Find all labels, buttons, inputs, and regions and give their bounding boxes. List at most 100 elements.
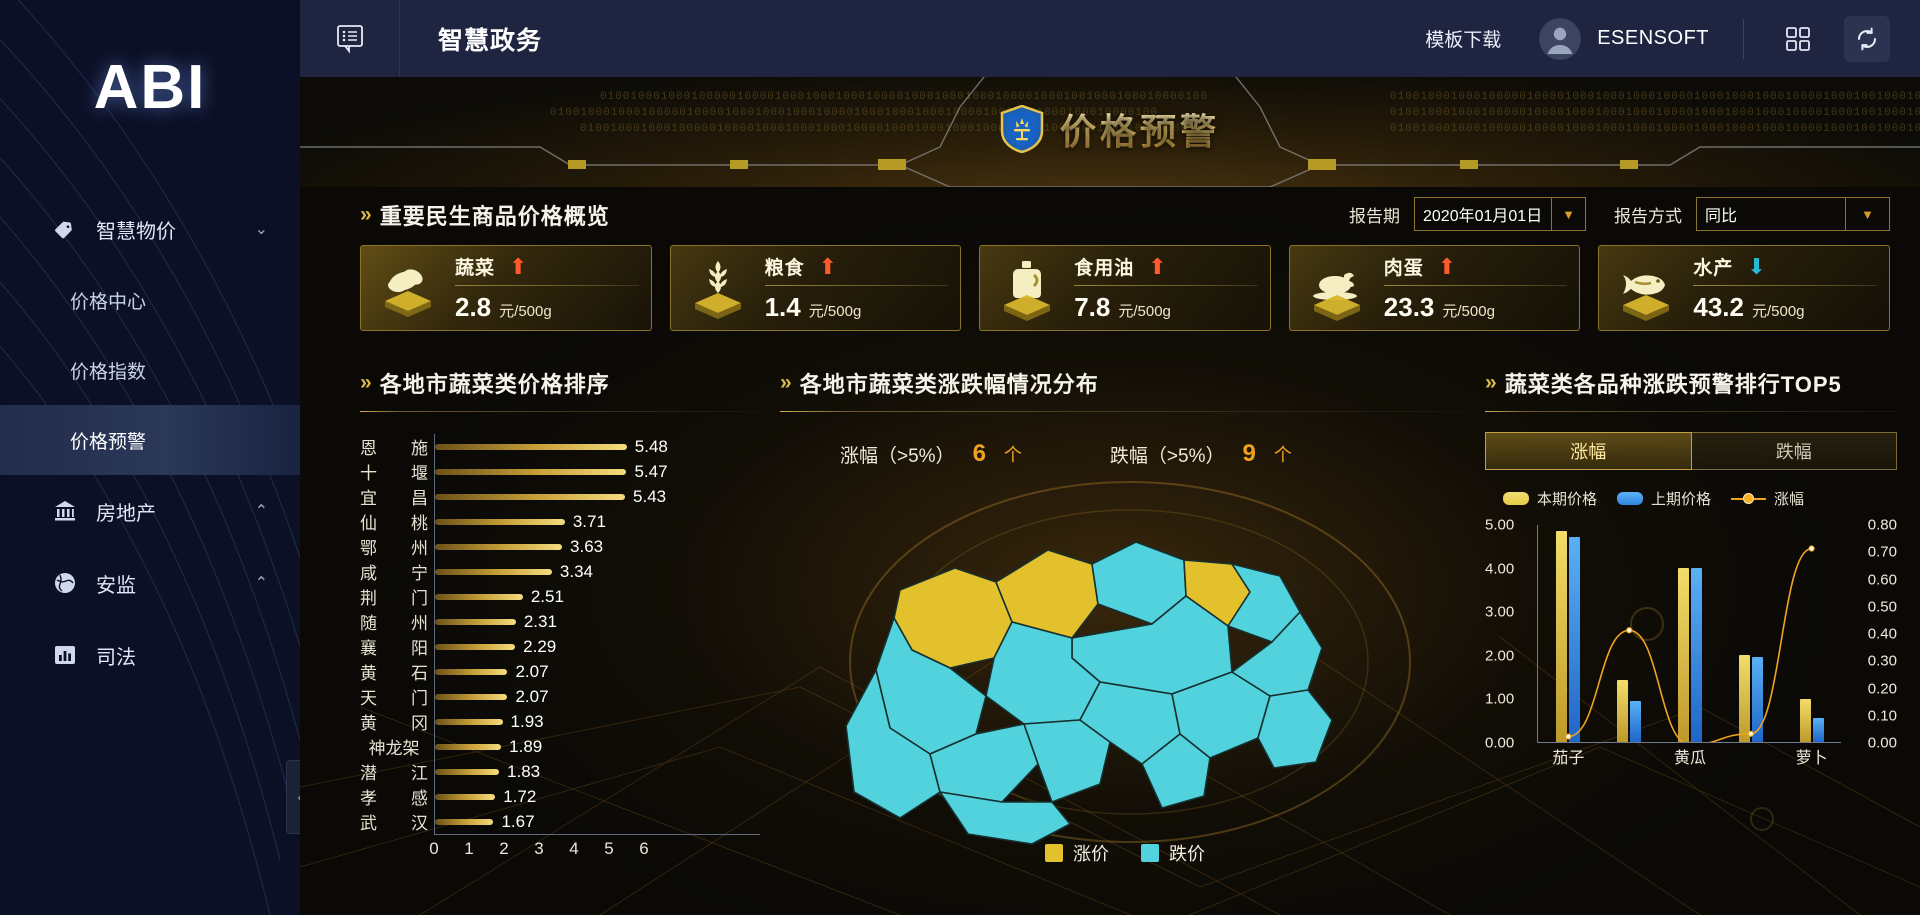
template-download-link[interactable]: 模板下载 — [1425, 30, 1502, 51]
legend-item-fall: 跌价 — [1141, 840, 1205, 866]
hbar-track: 3.63 — [434, 534, 760, 559]
hubei-choropleth-map[interactable] — [780, 472, 1470, 872]
sidebar-collapse-button[interactable]: ‹ — [286, 760, 300, 834]
banner-line-decor — [300, 77, 1920, 187]
hbar-row: 荆门 2.51 — [360, 584, 760, 609]
sidebar-item-price-alert[interactable]: 价格预警 — [0, 405, 300, 475]
grain-icon — [679, 251, 757, 325]
kpi-name: 食用油 — [1074, 258, 1135, 279]
bar-group — [1738, 654, 1763, 742]
hbar-bar[interactable] — [435, 693, 508, 700]
chevron-up-icon[interactable]: ⌃ — [254, 575, 268, 592]
chevron-left-icon: ‹ — [298, 789, 301, 806]
hbar-bar[interactable] — [435, 768, 500, 775]
hbar-category-label: 随州 — [360, 614, 428, 633]
hbar-track: 1.67 — [434, 809, 760, 834]
y-axis-right-tick: 0.50 — [1867, 598, 1897, 616]
kpi-card-vegetable[interactable]: 蔬菜 ⬆ 2.8 元/500g — [360, 245, 652, 331]
hbar-bar[interactable] — [435, 793, 496, 800]
hbar-bar[interactable] — [435, 718, 503, 725]
fall-count: 9 — [1242, 440, 1256, 467]
hbar-category-label: 恩施 — [360, 439, 428, 458]
chevron-down-icon[interactable]: ⌄ — [254, 221, 268, 238]
hbar-row: 仙桃 3.71 — [360, 509, 760, 534]
hbar-value-label: 1.83 — [507, 761, 541, 781]
banner-binary-right2: 0100100010001000001000010001000100010000… — [1390, 107, 1920, 119]
hbar-bar[interactable] — [435, 568, 552, 575]
report-period-value[interactable]: 2020年01月01日 — [1423, 208, 1543, 225]
y-axis-right-tick: 0.80 — [1867, 516, 1897, 534]
growth-line-series — [1565, 545, 1815, 742]
combo-bar-line-chart: 茄子 黄瓜 萝卜 0.00 1.00 2.00 3.00 4.00 5.00 0.00 0.10 0… — [1485, 516, 1897, 769]
hbar-bar[interactable] — [435, 668, 508, 675]
grid-apps-icon[interactable] — [1778, 19, 1818, 59]
bar-current-price[interactable] — [1799, 699, 1811, 742]
bar-group — [1617, 680, 1642, 742]
sidebar-item-price-index[interactable]: 价格指数 — [0, 335, 300, 405]
bar-current-price[interactable] — [1617, 680, 1629, 742]
trend-down-icon: ⬇ — [1747, 253, 1766, 279]
sidebar-group-real-estate[interactable]: 房地产 ⌃ — [0, 475, 300, 547]
legend-swatch-rise — [1045, 844, 1063, 862]
hbar-row: 武汉 1.67 — [360, 809, 760, 834]
legend-label-growth: 涨幅 — [1774, 491, 1805, 508]
bar-previous-price[interactable] — [1691, 567, 1702, 742]
report-period-select[interactable]: 2020年01月01日 ▼ — [1414, 197, 1586, 231]
kpi-card-meat-egg[interactable]: 肉蛋 ⬆ 23.3 元/500g — [1288, 245, 1581, 331]
bar-previous-price[interactable] — [1751, 656, 1763, 742]
kpi-unit: 元/500g — [1442, 303, 1495, 320]
bar-previous-price[interactable] — [1812, 718, 1824, 742]
menu-list-icon[interactable] — [300, 0, 400, 77]
hbar-category-label: 宜昌 — [360, 489, 428, 508]
tab-fall[interactable]: 跌幅 — [1691, 432, 1897, 470]
sidebar-group-safety-supervision[interactable]: 安监 ⌃ — [0, 547, 300, 619]
report-mode-value[interactable]: 同比 — [1705, 208, 1738, 225]
panel-top5-ranking: » 蔬菜类各品种涨跌预警排行TOP5 涨幅 跌幅 本期价格 上期价格 — [1485, 367, 1897, 887]
hbar-value-label: 2.07 — [515, 686, 549, 706]
kpi-card-cooking-oil[interactable]: 食用油 ⬆ 7.8 元/500g — [979, 245, 1271, 331]
report-mode-select[interactable]: 同比 ▼ — [1696, 197, 1890, 231]
hbar-x-axis: 0 1 2 3 4 5 6 — [429, 834, 760, 860]
bar-current-price[interactable] — [1556, 530, 1568, 742]
sidebar-group-label: 安监 — [96, 574, 136, 597]
chevron-down-icon[interactable]: ▼ — [1845, 198, 1889, 230]
kpi-value: 43.2 — [1693, 292, 1744, 322]
section-chevron-icon: » — [1485, 371, 1497, 394]
legend-swatch-fall — [1141, 844, 1159, 862]
bar-previous-price[interactable] — [1630, 700, 1642, 742]
hbar-bar[interactable] — [435, 593, 523, 600]
sidebar-group-judicial[interactable]: 司法 — [0, 619, 300, 691]
bar-previous-price[interactable] — [1569, 537, 1581, 742]
hbar-bar[interactable] — [435, 443, 627, 450]
panel-left-title: 各地市蔬菜类价格排序 — [379, 372, 610, 397]
hbar-bar[interactable] — [435, 468, 627, 475]
kpi-card-aquatic[interactable]: 水产 ⬇ 43.2 元/500g — [1598, 245, 1890, 331]
hbar-bar[interactable] — [435, 543, 563, 550]
bar-current-price[interactable] — [1678, 567, 1689, 742]
hbar-bar[interactable] — [435, 493, 626, 500]
tab-rise[interactable]: 涨幅 — [1485, 432, 1692, 470]
horizontal-bar-chart: 恩施 5.48 十堰 5.47 宜昌 5.43 仙桃 3.71 鄂州 3.63 咸宁 3.34 荆门 2.… — [360, 434, 760, 834]
sidebar-item-price-center[interactable]: 价格中心 — [0, 265, 300, 335]
sidebar-group-smart-price[interactable]: 智慧物价 ⌄ — [0, 193, 300, 265]
hbar-x-tick: 1 — [464, 839, 474, 858]
hbar-bar[interactable] — [435, 643, 516, 650]
bar-current-price[interactable] — [1738, 654, 1750, 742]
hbar-value-label: 5.48 — [634, 436, 668, 456]
kpi-card-grain[interactable]: 粮食 ⬆ 1.4 元/500g — [669, 245, 962, 331]
map-container[interactable]: 涨价 跌价 — [780, 472, 1470, 872]
chevron-down-icon[interactable]: ▼ — [1551, 198, 1585, 230]
hbar-bar[interactable] — [435, 743, 502, 750]
legend-label-previous: 上期价格 — [1651, 491, 1712, 508]
trend-up-icon: ⬆ — [1148, 253, 1167, 279]
hbar-bar[interactable] — [435, 518, 565, 525]
refresh-icon[interactable] — [1844, 15, 1890, 62]
hbar-track: 1.72 — [434, 784, 760, 809]
hbar-bar[interactable] — [435, 618, 516, 625]
chevron-up-icon[interactable]: ⌃ — [254, 503, 268, 520]
hbar-value-label: 3.71 — [572, 511, 606, 531]
toolbar-divider — [1743, 18, 1744, 59]
y-axis-right-tick: 0.20 — [1867, 680, 1897, 697]
hbar-bar[interactable] — [435, 818, 494, 825]
user-menu[interactable]: ESENSOFT — [1539, 17, 1709, 60]
